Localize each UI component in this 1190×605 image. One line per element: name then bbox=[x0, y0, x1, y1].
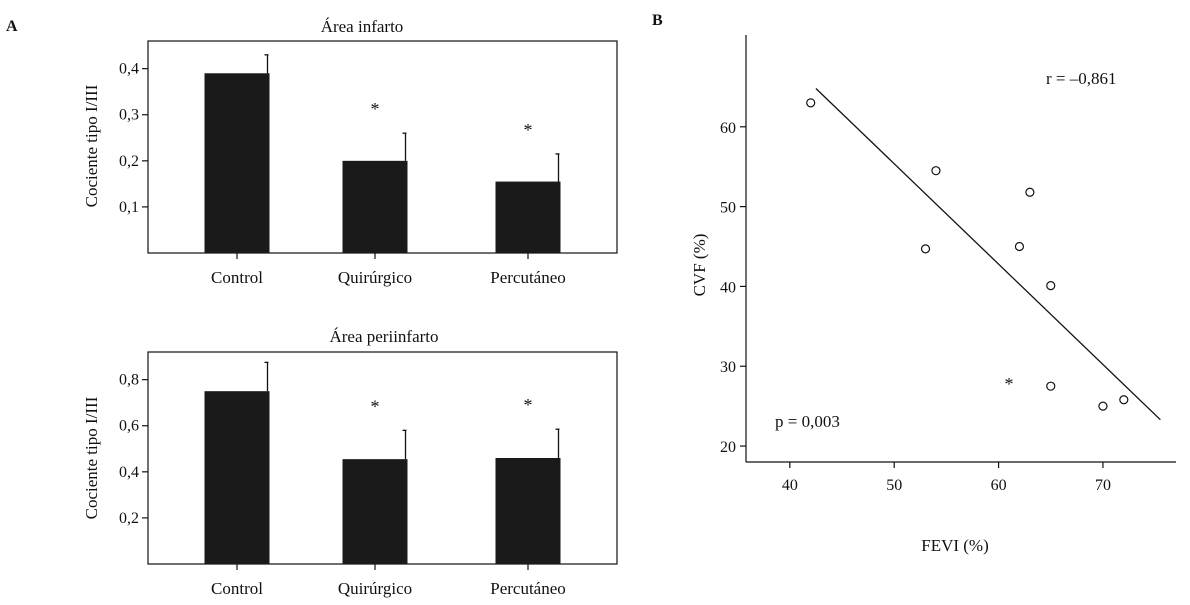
x-tick-label: 40 bbox=[782, 477, 798, 494]
correlation-annotation: r = –0,861 bbox=[1046, 69, 1117, 88]
category-labels: Control Quirúrgico Percutáneo bbox=[211, 564, 566, 598]
significance-marker: * bbox=[1005, 374, 1014, 394]
y-tick-label: 50 bbox=[720, 200, 736, 217]
y-tick-label: 40 bbox=[720, 279, 736, 296]
data-point bbox=[806, 98, 816, 108]
data-point bbox=[931, 166, 941, 176]
bar bbox=[495, 181, 561, 253]
significance-marker: * bbox=[371, 99, 380, 119]
p-value-annotation: p = 0,003 bbox=[775, 412, 840, 431]
data-point bbox=[1098, 401, 1108, 411]
panel-letter-b: B bbox=[652, 12, 663, 29]
y-axis-ticks: 0,1 0,2 0,3 0,4 bbox=[119, 61, 148, 216]
bar bbox=[342, 160, 408, 253]
category-label: Quirúrgico bbox=[338, 268, 412, 287]
y-tick-label: 60 bbox=[720, 120, 736, 137]
y-tick-label: 0,2 bbox=[119, 153, 139, 170]
bar-chart-area-infarto: Área infarto Cociente tipo I/III 0,10,20… bbox=[82, 17, 618, 287]
bar bbox=[342, 459, 408, 564]
x-axis-ticks: 40 50 60 70 bbox=[782, 462, 1111, 494]
bars: ** bbox=[204, 54, 561, 254]
panel-letter-a: A bbox=[6, 18, 18, 35]
scatter-chart-fevi-cvf: CVF (%) FEVI (%) r = –0,861 p = 0,003 20… bbox=[690, 35, 1176, 555]
data-point bbox=[1046, 381, 1056, 391]
data-points: * bbox=[806, 98, 1129, 411]
y-tick-label: 0,3 bbox=[119, 107, 139, 124]
y-tick-label: 0,8 bbox=[119, 372, 139, 389]
data-point bbox=[1119, 395, 1129, 405]
y-axis-label: Cociente tipo I/III bbox=[82, 396, 101, 519]
category-label: Quirúrgico bbox=[338, 579, 412, 598]
data-point bbox=[920, 244, 931, 254]
regression-line bbox=[815, 88, 1161, 421]
significance-marker: * bbox=[524, 120, 533, 140]
x-tick-label: 50 bbox=[886, 477, 902, 494]
y-axis-ticks: 20 30 40 50 60 bbox=[720, 120, 746, 456]
data-point bbox=[1046, 281, 1056, 291]
y-tick-label: 0,1 bbox=[119, 199, 139, 216]
y-axis-label: CVF (%) bbox=[690, 234, 709, 297]
bar-chart-area-periinfarto: Área periinfarto Cociente tipo I/III 0,2… bbox=[82, 327, 618, 598]
data-point bbox=[1025, 187, 1035, 197]
category-label: Percutáneo bbox=[490, 268, 566, 287]
y-tick-label: 30 bbox=[720, 359, 736, 376]
fit-line-group bbox=[815, 88, 1161, 421]
category-label: Control bbox=[211, 268, 263, 287]
chart-title: Área periinfarto bbox=[329, 327, 438, 346]
category-labels: Control Quirúrgico Percutáneo bbox=[211, 253, 566, 287]
significance-marker: * bbox=[371, 396, 380, 416]
data-point bbox=[1014, 241, 1025, 252]
x-axis-label: FEVI (%) bbox=[921, 536, 989, 555]
y-axis-ticks: 0,2 0,4 0,6 0,8 bbox=[119, 372, 148, 527]
y-axis-label: Cociente tipo I/III bbox=[82, 84, 101, 207]
bar bbox=[204, 73, 270, 254]
x-tick-label: 70 bbox=[1095, 477, 1111, 494]
y-tick-label: 0,2 bbox=[119, 510, 139, 527]
category-label: Percutáneo bbox=[490, 579, 566, 598]
significance-marker: * bbox=[524, 395, 533, 415]
chart-title: Área infarto bbox=[321, 17, 404, 36]
category-label: Control bbox=[211, 579, 263, 598]
bars: ** bbox=[204, 361, 561, 564]
y-tick-label: 20 bbox=[720, 439, 736, 456]
x-tick-label: 60 bbox=[991, 477, 1007, 494]
y-tick-label: 0,4 bbox=[119, 61, 139, 78]
y-tick-label: 0,4 bbox=[119, 464, 139, 481]
y-tick-label: 0,6 bbox=[119, 418, 139, 435]
bar bbox=[495, 458, 561, 564]
bar bbox=[204, 391, 270, 564]
